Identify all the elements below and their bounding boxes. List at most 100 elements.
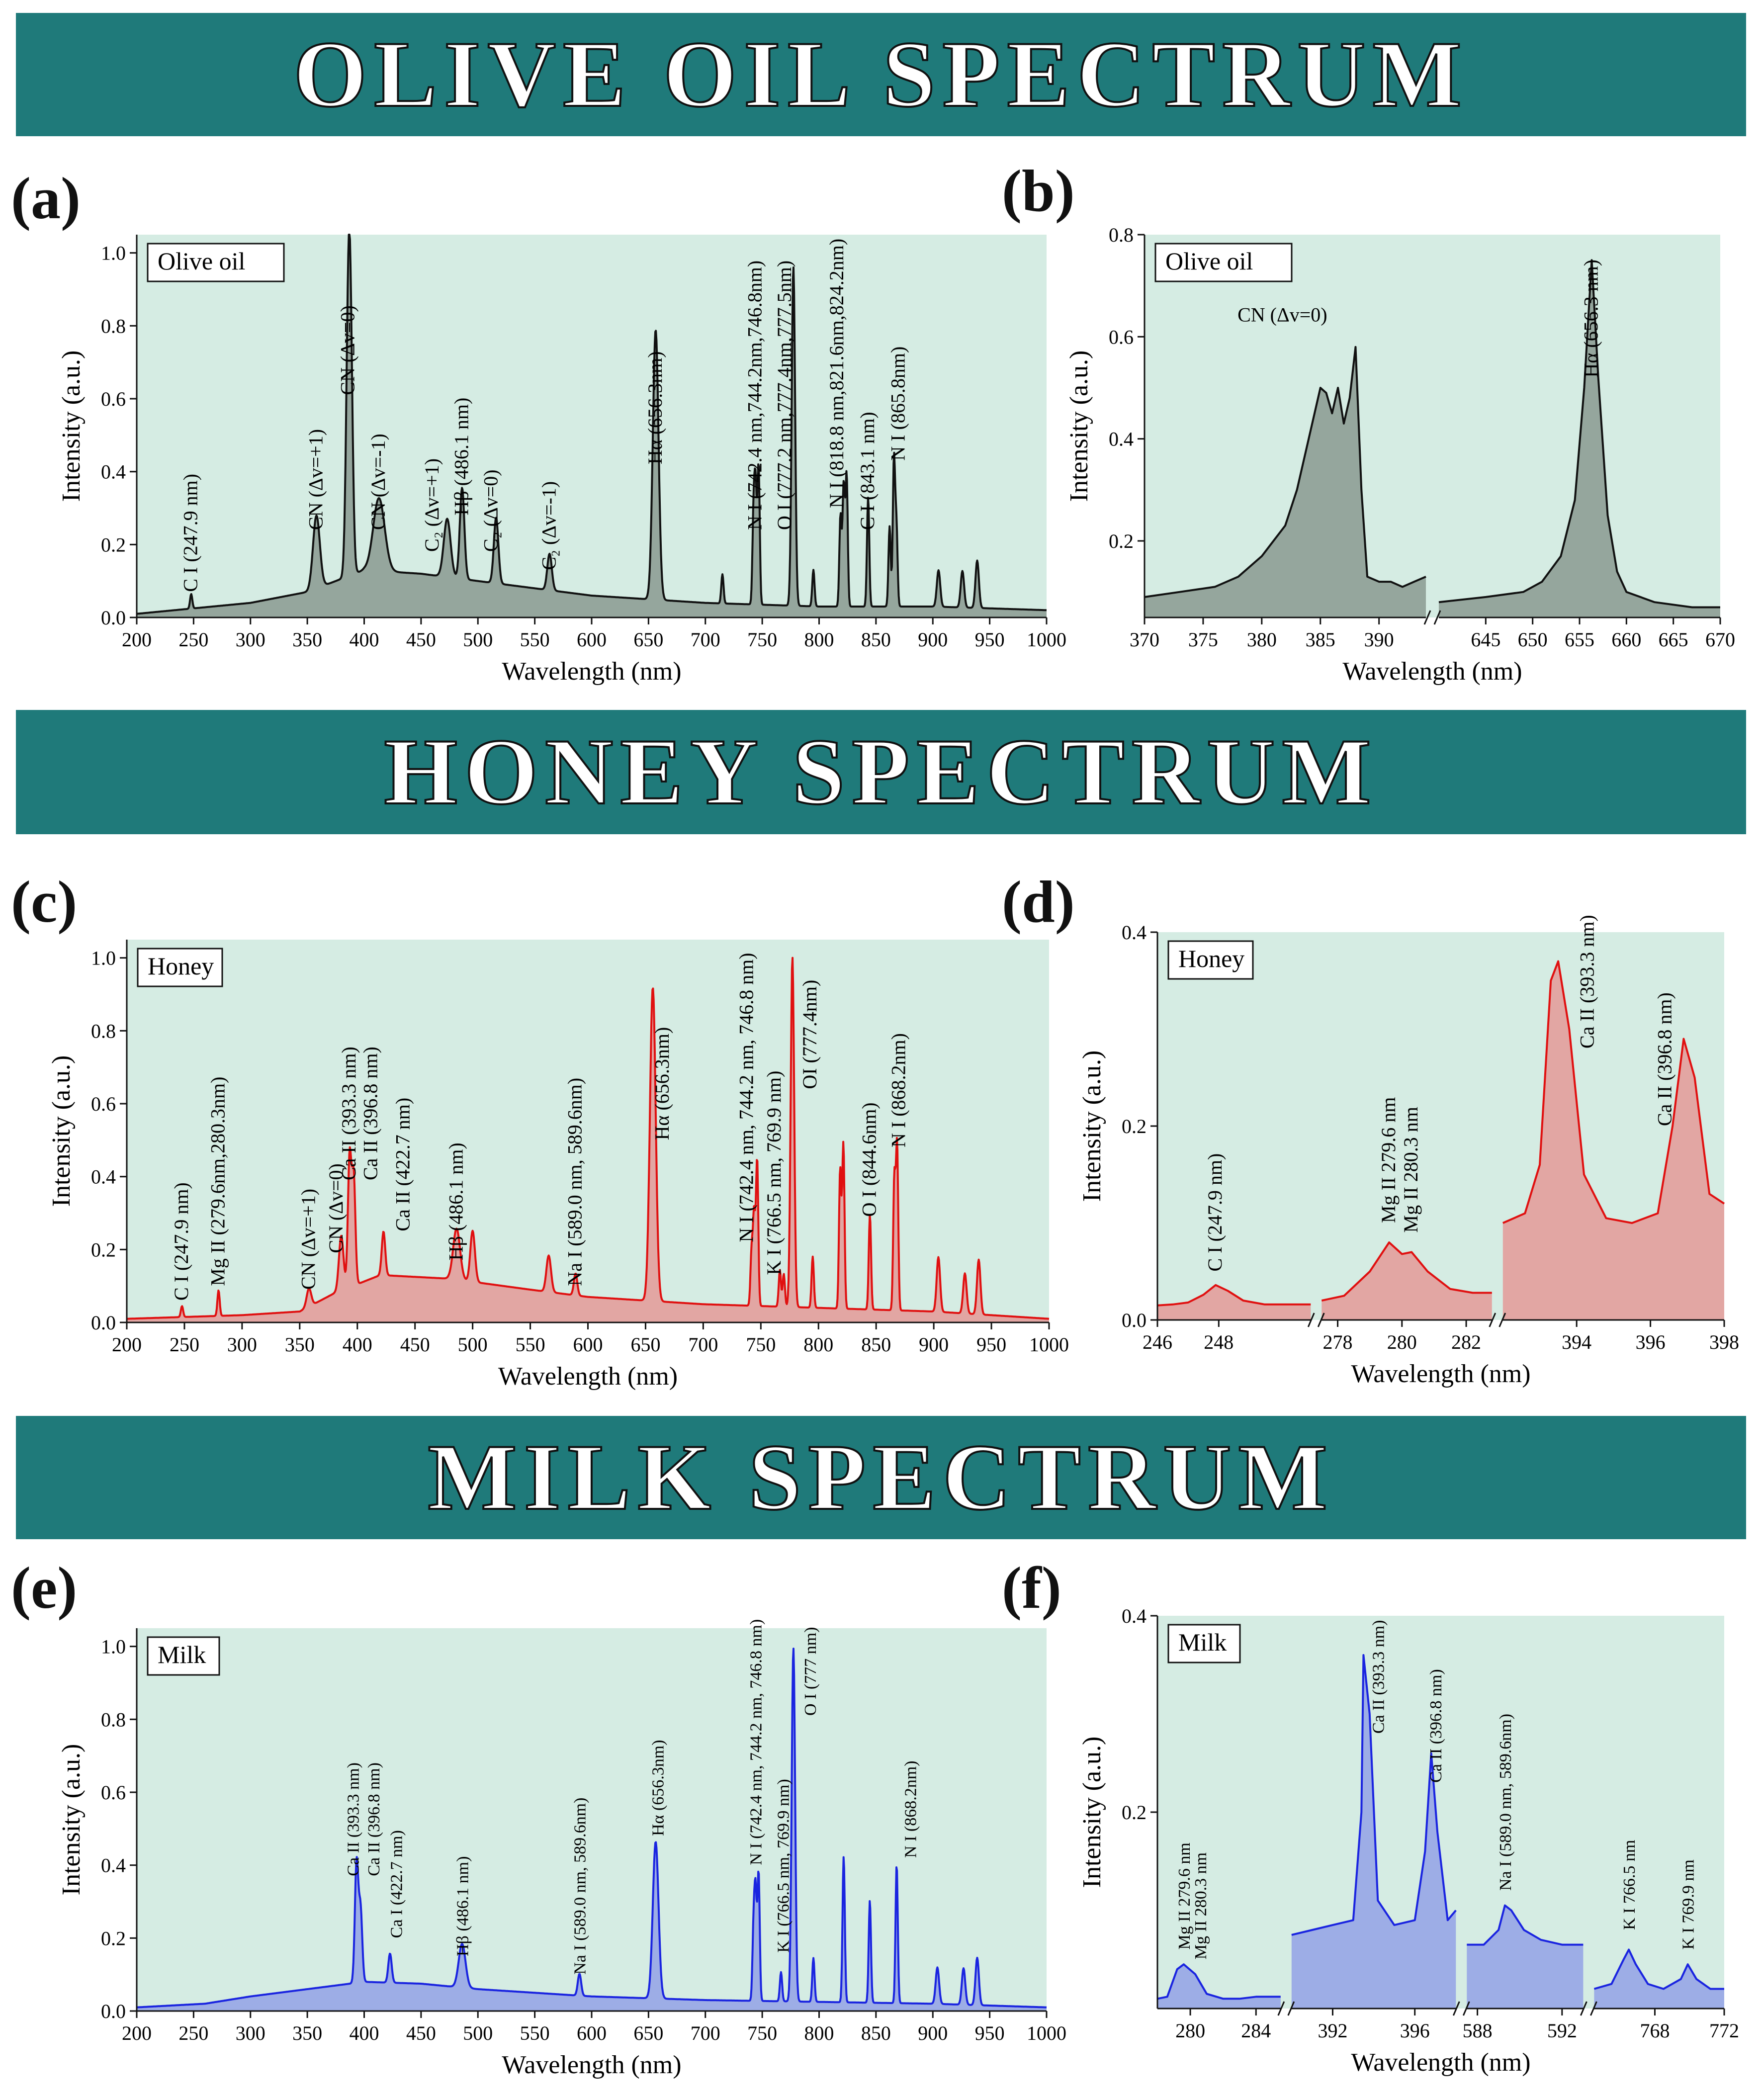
y-tick-label-c: 1.0: [91, 947, 116, 969]
x-tick-label-e: 700: [691, 2022, 720, 2044]
banner-title: MILK SPECTRUM: [427, 1424, 1334, 1531]
x-tick-label-a: 650: [633, 628, 663, 651]
x-tick-label-a: 450: [406, 628, 436, 651]
x-tick-label-b: 390: [1364, 628, 1394, 651]
peak-annotation-a: CN (Δv=+1): [304, 429, 327, 530]
x-tick-label-f: 772: [1709, 2019, 1739, 2042]
x-tick-label-d: 394: [1562, 1331, 1591, 1353]
axis-break-d: [1489, 1312, 1497, 1327]
x-tick-label-a: 900: [918, 628, 948, 651]
y-tick-label-c: 0.8: [91, 1020, 116, 1042]
x-tick-label-b: 655: [1565, 628, 1594, 651]
peak-annotation-a: Hβ (486.1 nm): [450, 398, 472, 516]
x-tick-label-c: 700: [688, 1333, 718, 1356]
legend-label-c: Honey: [148, 952, 214, 980]
y-tick-label-c: 0.0: [91, 1312, 116, 1334]
panel-label-f: (f): [1002, 1555, 1061, 1621]
peak-annotation-e: Hβ (486.1 nm): [453, 1856, 472, 1956]
legend-box-b: [1154, 243, 1293, 282]
x-tick-label-f: 768: [1640, 2019, 1670, 2042]
spectrum-line-b: [1438, 259, 1720, 609]
y-tick-label-f: 0.4: [1122, 1605, 1146, 1627]
spectrum-fill-b: [1145, 347, 1426, 617]
x-tick-label-e: 650: [633, 2022, 663, 2044]
spectrum-fill-f: [1594, 1949, 1724, 2009]
x-tick-label-e: 750: [747, 2022, 777, 2044]
x-tick-label-d: 280: [1387, 1331, 1417, 1353]
peak-annotation-c: N I (742.4 nm, 744.2 nm, 746.8 nm): [735, 953, 757, 1242]
axis-break-b: [1423, 610, 1431, 625]
banner-milk: MILK SPECTRUM: [16, 1416, 1746, 1539]
axis-break-d: [1498, 1312, 1506, 1327]
x-tick-label-b: 645: [1471, 628, 1500, 651]
peak-annotation-f: Ca II (393.3 nm): [1369, 1620, 1388, 1734]
x-tick-label-a: 700: [691, 628, 720, 651]
x-tick-label-e: 800: [804, 2022, 834, 2044]
peak-annotation-c: K I (766.5 nm, 769.9 nm): [763, 1071, 785, 1275]
x-tick-label-c: 250: [170, 1333, 199, 1356]
peak-annotation-f: Mg II 280.3 nm: [1192, 1852, 1210, 1959]
peak-annotation-b: CN (Δv=0): [1237, 304, 1327, 326]
panel-label-a: (a): [11, 165, 81, 231]
x-tick-label-a: 1000: [1027, 628, 1066, 651]
y-tick-label-e: 0.6: [101, 1781, 126, 1804]
peak-annotation-e: N I (868.2nm): [902, 1761, 920, 1858]
legend-box-d: [1167, 940, 1254, 980]
peak-annotation-e: Ca I (422.7 nm): [388, 1830, 406, 1938]
spectrum-fill-b: [1439, 260, 1720, 617]
x-tick-label-a: 950: [975, 628, 1005, 651]
peak-annotation-c: Hα (656.3nm): [651, 1027, 673, 1140]
y-tick-label-b: 0.2: [1109, 530, 1134, 552]
x-tick-label-c: 850: [861, 1333, 891, 1356]
legend-label-d: Honey: [1178, 945, 1244, 972]
x-tick-label-b: 385: [1306, 628, 1335, 651]
y-tick-label-f: 0.2: [1122, 1801, 1146, 1824]
banner-title: OLIVE OIL SPECTRUM: [292, 21, 1469, 128]
plot-area-a: [137, 235, 1047, 617]
x-tick-label-f: 396: [1400, 2019, 1430, 2042]
peak-annotation-c: OI (777.4nm): [798, 980, 821, 1089]
axis-break-f: [1452, 2001, 1460, 2016]
banner-honey: HONEY SPECTRUM: [16, 710, 1746, 834]
peak-annotation-c: CN (Δv=+1): [297, 1189, 319, 1290]
spectrum-fill-d: [1157, 1285, 1311, 1320]
x-tick-label-b: 370: [1130, 628, 1159, 651]
y-tick-label-b: 0.4: [1109, 428, 1134, 450]
y-axis-label-a: Intensity (a.u.): [57, 350, 86, 502]
banner-olive-oil: OLIVE OIL SPECTRUM: [16, 13, 1746, 136]
y-tick-label-e: 1.0: [101, 1636, 126, 1658]
x-tick-label-c: 1000: [1029, 1333, 1069, 1356]
peak-annotation-a: CN (Δv=0): [336, 305, 358, 395]
y-axis-label-b: Intensity (a.u.): [1065, 350, 1093, 502]
x-tick-label-a: 750: [747, 628, 777, 651]
x-tick-label-d: 398: [1709, 1331, 1739, 1353]
x-axis-label-f: Wavelength (nm): [1351, 2048, 1530, 2077]
peak-annotation-f: Ca II (396.8 nm): [1427, 1669, 1445, 1783]
peak-annotation-e: N I (742.4 nm, 744.2 nm, 746.8 nm): [747, 1619, 765, 1865]
spectrum-line-d: [1157, 1284, 1311, 1307]
spectrum-fill-f: [1467, 1905, 1584, 2009]
legend-label-f: Milk: [1178, 1628, 1227, 1656]
x-tick-label-e: 350: [292, 2022, 322, 2044]
peak-annotation-c: CN (Δv=0): [325, 1163, 347, 1253]
peak-annotation-e: Ca II (393.3 nm): [345, 1762, 363, 1876]
plot-area-c: [127, 940, 1049, 1322]
y-tick-label-a: 0.2: [101, 533, 126, 556]
x-tick-label-e: 250: [178, 2022, 208, 2044]
peak-annotation-c: Na I (589.0 nm, 589.6nm): [564, 1078, 586, 1286]
x-tick-label-a: 350: [292, 628, 322, 651]
x-tick-label-c: 500: [458, 1333, 488, 1356]
spectrum-line-f: [1291, 1654, 1457, 1936]
y-tick-label-e: 0.8: [101, 1708, 126, 1731]
panel-label-c: (c): [11, 869, 78, 935]
peak-annotation-e: O I (777 nm): [801, 1627, 820, 1716]
spectrum-line-d: [1321, 1241, 1492, 1302]
y-tick-label-b: 0.8: [1109, 224, 1134, 246]
axis-break-d: [1317, 1312, 1325, 1327]
peak-annotation-a: O I (777.2 nm,777.4nm,777.5nm): [773, 261, 795, 530]
peak-annotation-a: C₂ (Δv=+1): [421, 458, 443, 552]
x-tick-label-c: 200: [112, 1333, 142, 1356]
peak-annotation-e: K I (766.5 nm, 769.9 nm): [774, 1779, 793, 1952]
spectrum-line-d: [1502, 960, 1725, 1224]
